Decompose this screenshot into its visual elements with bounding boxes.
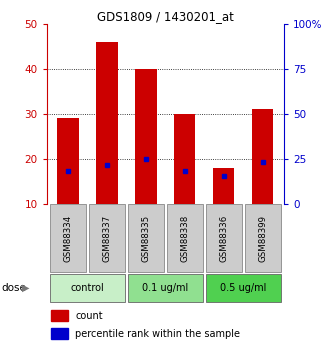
Text: GSM88336: GSM88336 (219, 215, 228, 262)
FancyBboxPatch shape (206, 274, 281, 302)
FancyBboxPatch shape (89, 204, 125, 272)
Text: control: control (71, 283, 104, 293)
Bar (213, 168, 234, 204)
Bar (135, 69, 157, 204)
Text: percentile rank within the sample: percentile rank within the sample (75, 329, 240, 339)
Text: dose: dose (2, 283, 26, 293)
FancyBboxPatch shape (245, 204, 281, 272)
FancyBboxPatch shape (167, 204, 203, 272)
Bar (51, 328, 68, 339)
Bar (57, 118, 79, 204)
Bar (252, 109, 273, 204)
Bar (51, 310, 68, 321)
Text: 0.1 ug/ml: 0.1 ug/ml (142, 283, 188, 293)
Text: count: count (75, 310, 103, 321)
Text: GSM88334: GSM88334 (64, 215, 73, 262)
Text: GSM88399: GSM88399 (258, 215, 267, 262)
Bar (96, 42, 117, 204)
Text: GSM88337: GSM88337 (102, 215, 111, 262)
FancyBboxPatch shape (128, 204, 164, 272)
FancyBboxPatch shape (50, 204, 86, 272)
FancyBboxPatch shape (128, 274, 203, 302)
FancyBboxPatch shape (50, 274, 125, 302)
Text: 0.5 ug/ml: 0.5 ug/ml (220, 283, 266, 293)
FancyBboxPatch shape (206, 204, 242, 272)
Text: GSM88338: GSM88338 (180, 215, 189, 262)
Bar (174, 114, 195, 204)
Title: GDS1809 / 1430201_at: GDS1809 / 1430201_at (97, 10, 234, 23)
Text: GSM88335: GSM88335 (141, 215, 150, 262)
Text: ▶: ▶ (22, 283, 29, 293)
